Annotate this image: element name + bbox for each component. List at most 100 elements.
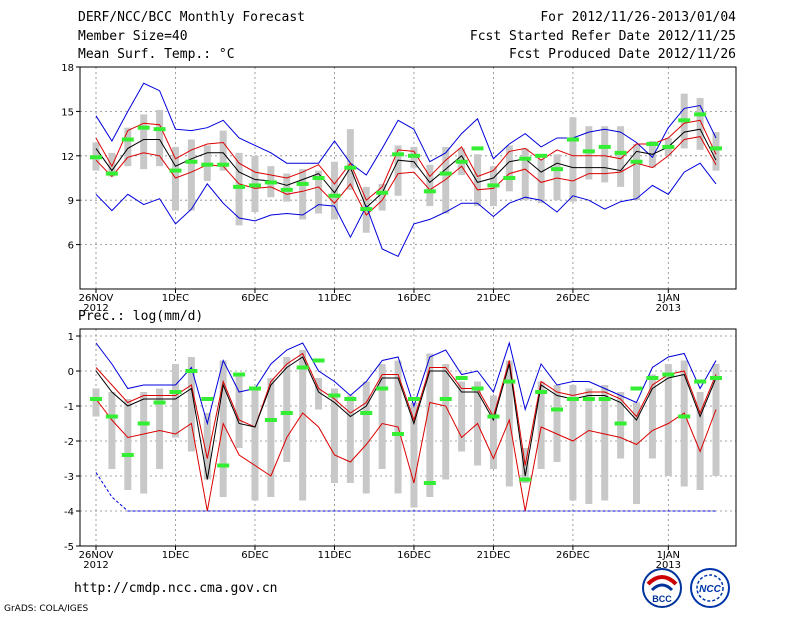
temp-xtick-label: 11DEC <box>318 293 352 304</box>
prec-box <box>171 364 179 438</box>
prec-ytick-label: 0 <box>68 367 74 378</box>
temp-box <box>474 154 482 207</box>
prec-xtick-label: 11DEC <box>318 550 352 561</box>
temp-line-max <box>95 82 717 176</box>
prec-median-mark <box>582 397 595 401</box>
prec-box <box>140 392 148 494</box>
prec-box <box>124 399 132 490</box>
temp-median-mark <box>169 168 182 173</box>
prec-xtick-label: 16DEC <box>397 550 431 561</box>
temp-xtick-label: 26DEC <box>556 293 590 304</box>
temp-median-mark <box>678 118 691 123</box>
temp-median-mark <box>694 112 707 117</box>
temp-ytick-label: 18 <box>61 63 74 74</box>
temp-box <box>140 114 148 170</box>
prec-median-mark <box>407 397 420 401</box>
temp-box <box>315 170 323 214</box>
temp-median-mark <box>121 137 134 142</box>
temp-median-mark <box>423 189 436 194</box>
temp-median-mark <box>662 144 675 149</box>
prec-median-mark <box>423 481 436 485</box>
temp-xtick-label: 21DEC <box>477 293 511 304</box>
temp-box <box>171 146 179 211</box>
temp-box <box>124 127 132 167</box>
prec-median-mark <box>344 397 357 401</box>
source-url[interactable]: http://cmdp.ncc.cma.gov.cn <box>74 581 278 596</box>
prec-ytick-label: -4 <box>64 507 74 518</box>
temp-line-mean <box>95 128 717 209</box>
prec-ytick-label: -5 <box>64 542 74 553</box>
prec-median-mark <box>328 393 341 398</box>
prec-median-mark <box>566 397 579 401</box>
temp-box <box>219 130 227 171</box>
prec-box <box>251 388 259 501</box>
temp-median-mark <box>535 153 548 158</box>
prec-ytick-label: -2 <box>64 437 74 448</box>
prec-median-mark <box>614 421 627 426</box>
temp-median-mark <box>90 155 102 160</box>
prec-box <box>235 374 243 448</box>
prec-median-mark <box>121 453 134 457</box>
prec-box <box>426 353 434 497</box>
prec-xtick-label: 6DEC <box>241 550 268 561</box>
prec-median-mark <box>360 411 373 415</box>
temp-box <box>108 152 116 177</box>
prec-box <box>299 350 307 501</box>
chart-title: DERF/NCC/BCC Monthly Forecast <box>78 10 305 25</box>
prec-box <box>156 388 164 469</box>
prec-median-mark <box>694 379 707 384</box>
temp-box <box>235 152 243 226</box>
prec-box <box>696 392 704 490</box>
temp-line-upper <box>95 119 717 202</box>
temp-xtick-label: 1JAN <box>657 293 680 304</box>
temp-box <box>633 143 641 201</box>
prec-box <box>585 388 593 504</box>
temp-box <box>442 146 450 214</box>
prec-median-mark <box>153 400 166 405</box>
prec-median-mark <box>662 372 675 377</box>
prec-median-mark <box>137 421 150 426</box>
prec-box <box>330 388 338 483</box>
prec-line-lower <box>95 398 717 512</box>
bcc-logo: BCC <box>642 568 682 608</box>
temp-box <box>712 132 720 171</box>
temp-median-mark <box>344 165 357 170</box>
temp-box <box>426 164 434 207</box>
temp-box <box>299 169 307 220</box>
prec-median-mark <box>678 414 691 419</box>
temp-median-mark <box>328 193 341 198</box>
temp-median-mark <box>312 176 325 180</box>
temp-ytick-label: 9 <box>68 196 74 207</box>
temp-box <box>378 183 386 211</box>
prec-ytick-label: -1 <box>64 402 74 413</box>
temp-frame <box>79 66 737 290</box>
prec-box <box>108 392 116 469</box>
temp-box <box>346 129 354 190</box>
prec-median-mark <box>105 414 118 419</box>
temp-median-mark <box>646 141 659 146</box>
temp-median-mark <box>264 180 277 185</box>
prec-box <box>92 388 100 417</box>
prec-median-mark <box>392 432 405 436</box>
temp-median-mark <box>233 184 246 189</box>
prec-box <box>219 360 227 497</box>
temp-median-mark <box>201 162 214 167</box>
prec-median-mark <box>455 376 468 380</box>
prec-median-mark <box>535 390 548 394</box>
temp-ytick-label: 6 <box>68 241 74 252</box>
prec-line-upper <box>95 352 717 466</box>
prec-box <box>442 364 450 480</box>
forecast-range: For 2012/11/26-2013/01/04 <box>540 10 736 25</box>
prec-median-mark <box>185 369 198 373</box>
ncc-logo-text: NCC <box>699 584 721 595</box>
prec-line-max <box>95 341 717 426</box>
temp-median-mark <box>296 181 309 186</box>
member-size: Member Size=40 <box>78 29 188 44</box>
prec-median-mark <box>264 418 277 422</box>
temp-median-mark <box>105 171 118 176</box>
prec-box <box>315 378 323 410</box>
prec-box <box>267 378 275 497</box>
grads-credit: GrADS: COLA/IGES <box>4 604 89 614</box>
prec-box <box>458 381 466 452</box>
